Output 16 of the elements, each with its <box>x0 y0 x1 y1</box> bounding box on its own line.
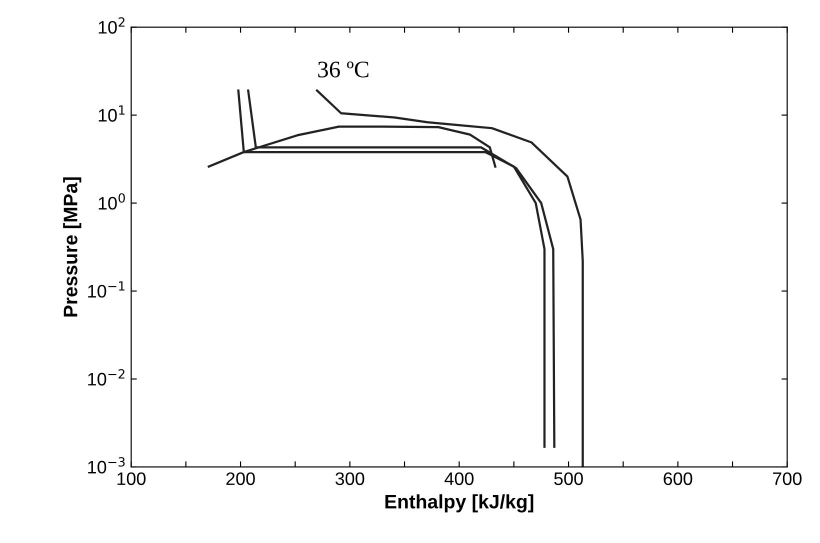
x-tick-label: 600 <box>664 472 692 486</box>
x-axis-title: Enthalpy [kJ/kg] <box>385 494 534 512</box>
annotation: 36 ºC <box>318 62 368 78</box>
x-tick-label: 200 <box>226 472 255 486</box>
y-tick-label: 10$^{−3}$ <box>88 457 125 474</box>
y-tick-label: 10$^{1}$ <box>98 105 125 122</box>
y-tick-label: 10$^{2}$ <box>98 17 124 34</box>
x-tick-label: 700 <box>773 472 802 486</box>
x-tick-label: 100 <box>118 472 146 486</box>
x-tick-label: 500 <box>554 472 583 486</box>
x-tick-label: 300 <box>335 472 364 486</box>
y-tick-label: 10$^{−1}$ <box>88 281 125 298</box>
y-tick-label: 10$^{−2}$ <box>88 369 124 386</box>
y-tick-label: 10$^{0}$ <box>98 193 125 210</box>
x-tick-label: 400 <box>444 472 474 486</box>
y-axis-title: Pressure [MPa] <box>63 177 82 317</box>
